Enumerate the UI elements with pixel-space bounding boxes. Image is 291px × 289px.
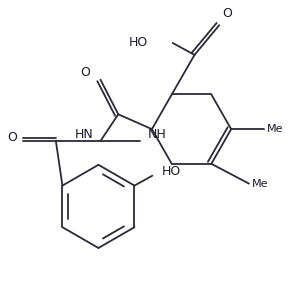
Text: O: O: [81, 66, 91, 79]
Text: Me: Me: [252, 179, 269, 189]
Text: Me: Me: [267, 124, 283, 134]
Text: HO: HO: [162, 165, 182, 178]
Text: HO: HO: [129, 36, 148, 49]
Text: NH: NH: [148, 128, 167, 141]
Text: O: O: [222, 7, 232, 20]
Text: HN: HN: [75, 128, 93, 141]
Text: O: O: [7, 131, 17, 144]
